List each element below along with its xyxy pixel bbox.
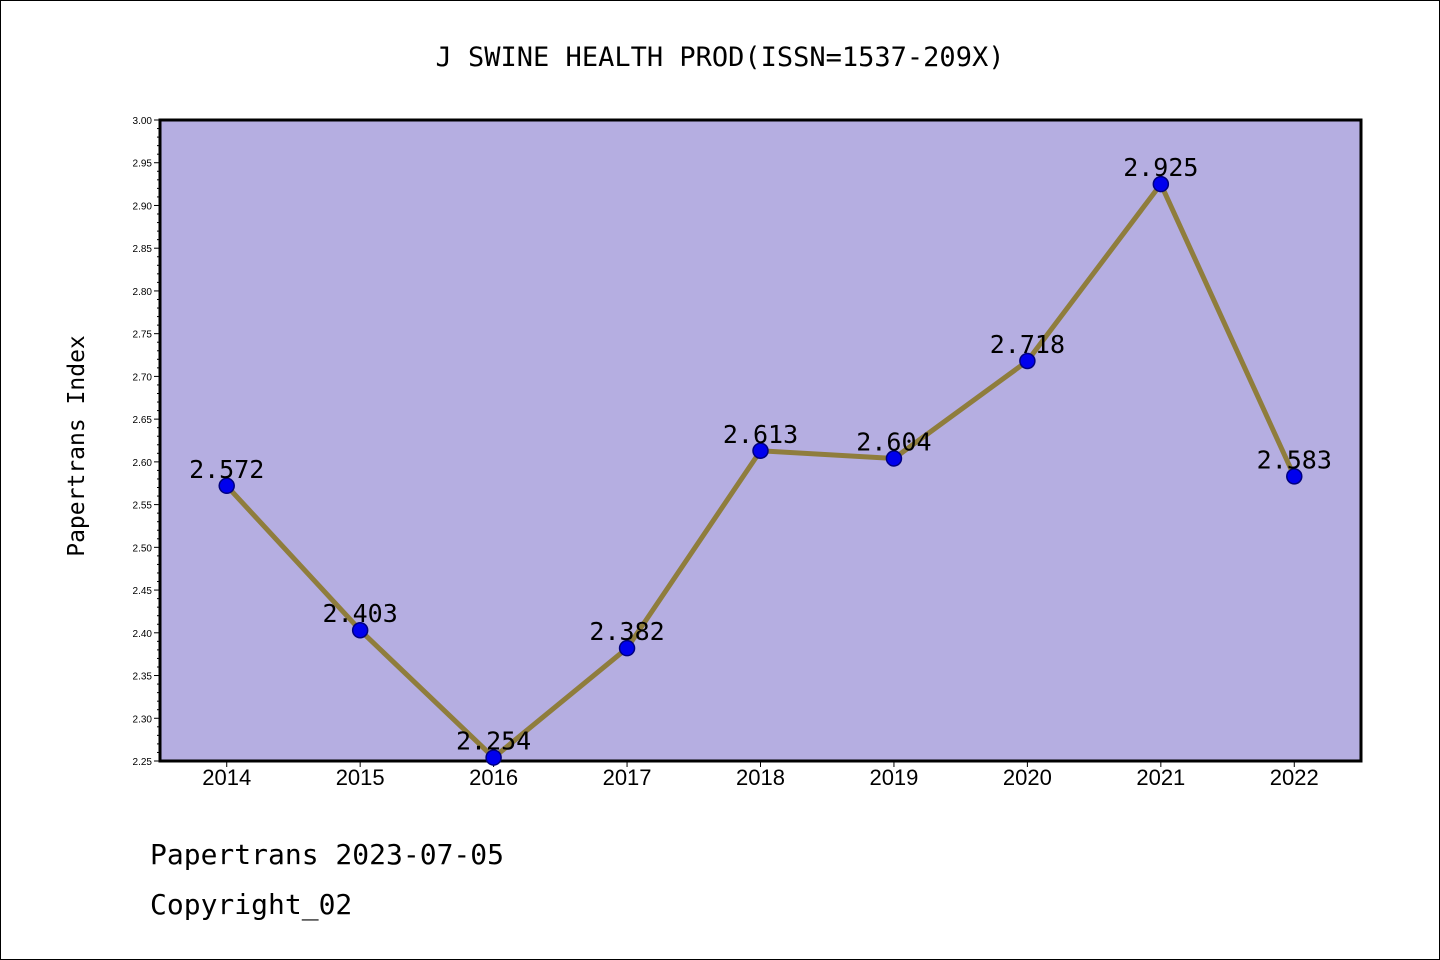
- data-point: [351, 621, 369, 639]
- y-tick-label: 2.50: [133, 543, 153, 554]
- y-axis: 2.25 2.30 2.35 2.40 2.45 2.50 2.55 2.60 2.65 2.70…: [133, 116, 160, 768]
- y-tick-label: 2.65: [133, 415, 153, 426]
- x-tick-label: 2018: [736, 765, 785, 790]
- data-point: [485, 749, 502, 766]
- data-label: 2.613: [723, 420, 798, 449]
- data-point: [218, 477, 235, 495]
- y-tick-label: 2.95: [133, 159, 153, 170]
- data-point: [1286, 468, 1303, 485]
- x-tick-label: 2014: [202, 765, 251, 790]
- x-axis: 2014 2015 2016 2017 2018 2019 2020 2021 2022: [202, 761, 1319, 790]
- y-tick-label: 2.30: [133, 714, 153, 725]
- data-label: 2.583: [1257, 445, 1332, 474]
- data-point: [752, 442, 769, 460]
- plot-area: [158, 118, 1363, 763]
- data-label: 2.254: [456, 727, 531, 756]
- footer-date: Papertrans 2023-07-05: [150, 838, 504, 871]
- data-point: [1019, 352, 1036, 370]
- data-label: 2.718: [990, 330, 1065, 359]
- y-tick-label: 2.85: [133, 244, 153, 255]
- y-tick-label: 2.40: [133, 629, 153, 640]
- data-point: [885, 450, 903, 467]
- x-tick-label: 2022: [1270, 765, 1319, 790]
- data-label: 2.403: [323, 599, 398, 628]
- x-tick-label: 2020: [1003, 765, 1052, 790]
- y-axis-label: Papertrans Index: [64, 335, 90, 557]
- footer-copyright: Copyright_02: [150, 888, 352, 922]
- x-tick-label: 2019: [869, 765, 918, 790]
- data-labels: 2.572 2.403 2.254 2.382 2.613 2.604 2.718 2.925…: [189, 153, 1332, 755]
- y-tick-label: 2.45: [133, 586, 153, 597]
- y-tick-label: 2.25: [133, 757, 153, 768]
- y-tick-label: 2.55: [133, 501, 153, 512]
- y-tick-label: 3.00: [133, 116, 153, 127]
- y-tick-label: 2.75: [133, 330, 153, 341]
- data-label: 2.925: [1123, 153, 1198, 182]
- data-point: [1152, 175, 1170, 193]
- x-tick-label: 2015: [336, 765, 385, 790]
- data-label: 2.604: [856, 427, 931, 456]
- series-line-group: [218, 175, 1303, 766]
- y-tick-label: 2.35: [133, 672, 153, 683]
- data-label: 2.572: [189, 455, 264, 484]
- chart-title: J SWINE HEALTH PROD(ISSN=1537-209X): [436, 42, 1005, 73]
- x-tick-label: 2016: [469, 765, 518, 790]
- y-tick-label: 2.60: [133, 458, 153, 469]
- x-tick-label: 2021: [1136, 765, 1185, 790]
- data-point: [618, 639, 636, 657]
- y-tick-label: 2.90: [133, 201, 153, 212]
- y-tick-label: 2.80: [133, 287, 153, 298]
- data-label: 2.382: [589, 617, 664, 646]
- y-tick-label: 2.70: [133, 372, 153, 383]
- x-tick-label: 2017: [603, 765, 652, 790]
